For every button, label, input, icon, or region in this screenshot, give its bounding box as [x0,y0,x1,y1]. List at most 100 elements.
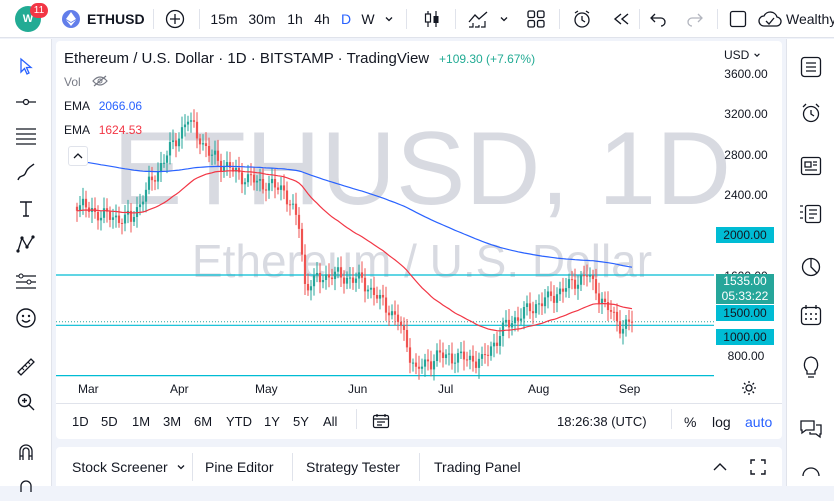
candle-body [369,287,373,290]
symbol-search-button[interactable]: ETHUSD [62,0,148,38]
range-1y[interactable]: 1Y [264,414,280,429]
interval-d[interactable]: D [340,11,352,27]
top-toolbar: W 11 ETHUSD 15m 30m 1h 4h D W [0,0,834,38]
price-label: 800.00 [727,349,765,363]
log-scale-toggle[interactable]: log [712,414,731,430]
cursor-tool[interactable] [10,51,42,81]
candle-body [456,353,460,363]
candle-body [459,351,463,354]
collapse-legend-button[interactable] [68,146,88,166]
zoom-tool[interactable] [10,387,42,417]
candle-body [162,162,166,164]
candle-body [627,319,631,322]
candle-body [471,355,475,362]
replay-button[interactable] [607,0,635,38]
calendar-icon [800,305,822,326]
hotlists-button[interactable] [796,199,826,229]
text-tool[interactable] [10,193,42,223]
trend-line-tool[interactable] [10,87,42,117]
redo-button[interactable] [682,0,708,38]
calendar-button[interactable] [796,300,826,330]
fib-tool[interactable] [10,121,42,151]
candle-body [600,298,604,304]
alert-button[interactable] [568,0,596,38]
tab-stock-screener[interactable]: Stock Screener [72,447,186,486]
ema-long-legend[interactable]: EMA 2066.06 [64,99,142,113]
range-5y[interactable]: 5Y [293,414,309,429]
candle-body [423,359,427,367]
eye-off-icon[interactable] [92,75,108,90]
chart-pane[interactable]: ETHUSD, 1D Ethereum / U.S. Dollar Ethere… [56,41,782,439]
candle-body [180,127,184,139]
alarm-clock-icon [802,103,820,123]
interval-30m[interactable]: 30m [248,11,276,27]
interval-1h[interactable]: 1h [287,11,303,27]
chevron-down-icon [385,17,393,22]
chart-type-button[interactable] [418,0,446,38]
level-tag-1500[interactable]: 1500.00 [716,305,774,321]
month-label: Jun [348,382,368,396]
user-avatar[interactable]: W 11 [10,0,48,38]
level-tag-1000[interactable]: 1000.00 [716,329,774,345]
layouts-button[interactable] [522,0,550,38]
pattern-tool[interactable] [10,229,42,259]
candle-body [132,216,136,222]
tab-strategy-tester[interactable]: Strategy Tester [306,458,400,475]
range-5d[interactable]: 5D [101,414,118,429]
candle-body [360,272,364,278]
interval-dropdown[interactable] [381,0,397,38]
range-1m[interactable]: 1M [132,414,151,429]
indicators-dropdown[interactable] [497,0,511,38]
ideas-button[interactable] [796,352,826,382]
lock-icon [20,480,32,492]
axis-settings-button[interactable] [741,380,757,401]
currency-selector[interactable]: USD [724,48,761,62]
price-chart[interactable]: ETHUSD, 1D Ethereum / U.S. Dollar [56,41,782,439]
undo-button[interactable] [645,0,671,38]
ema-short-line [76,170,633,332]
maximize-panel-button[interactable] [750,447,766,486]
prediction-tool[interactable] [10,267,42,297]
range-1d[interactable]: 1D [72,414,89,429]
interval-w[interactable]: W [361,11,375,27]
chats-button[interactable] [796,414,826,444]
icon-tool[interactable] [10,303,42,333]
add-compare-button[interactable] [162,0,188,38]
price-label: 2800.00 [724,148,768,162]
interval-15m[interactable]: 15m [210,11,238,27]
alerts-button[interactable] [796,98,826,128]
lock-tool[interactable] [10,471,42,501]
data-window-button[interactable] [796,252,826,282]
range-3m[interactable]: 3M [163,414,182,429]
indicators-button[interactable] [464,0,492,38]
ema-short-legend[interactable]: EMA 1624.53 [64,123,142,137]
auto-scale-toggle[interactable]: auto [745,414,773,430]
range-all[interactable]: All [323,414,338,429]
level-tag-2000[interactable]: 2000.00 [716,227,774,243]
layout-name-button[interactable]: Wealthy [758,0,834,38]
price-label: 3600.00 [724,67,768,81]
watchlist-button[interactable] [796,52,826,82]
brush-tool[interactable] [10,157,42,187]
ema-long-value: 2066.06 [98,99,143,113]
interval-4h[interactable]: 4h [314,11,330,27]
candle-body [315,272,319,276]
news-button[interactable] [796,151,826,181]
tab-trading-panel[interactable]: Trading Panel [434,458,521,475]
fullscreen-layout-button[interactable] [726,0,750,38]
help-button[interactable] [796,454,826,484]
utc-clock[interactable]: 18:26:38 (UTC) [557,414,647,429]
range-ytd[interactable]: YTD [226,414,252,429]
tab-pine-editor[interactable]: Pine Editor [205,458,274,475]
candle-body [624,319,628,329]
magnet-tool[interactable] [10,437,42,467]
percent-scale-toggle[interactable]: % [684,414,697,430]
go-to-date-button[interactable] [372,413,390,434]
ruler-tool[interactable] [10,352,42,382]
range-6m[interactable]: 6M [194,414,213,429]
notification-badge[interactable]: 11 [30,3,48,18]
candle-body [483,354,487,356]
candle-body [549,291,553,296]
candle-body [153,180,157,182]
expand-panel-button[interactable] [712,447,728,486]
